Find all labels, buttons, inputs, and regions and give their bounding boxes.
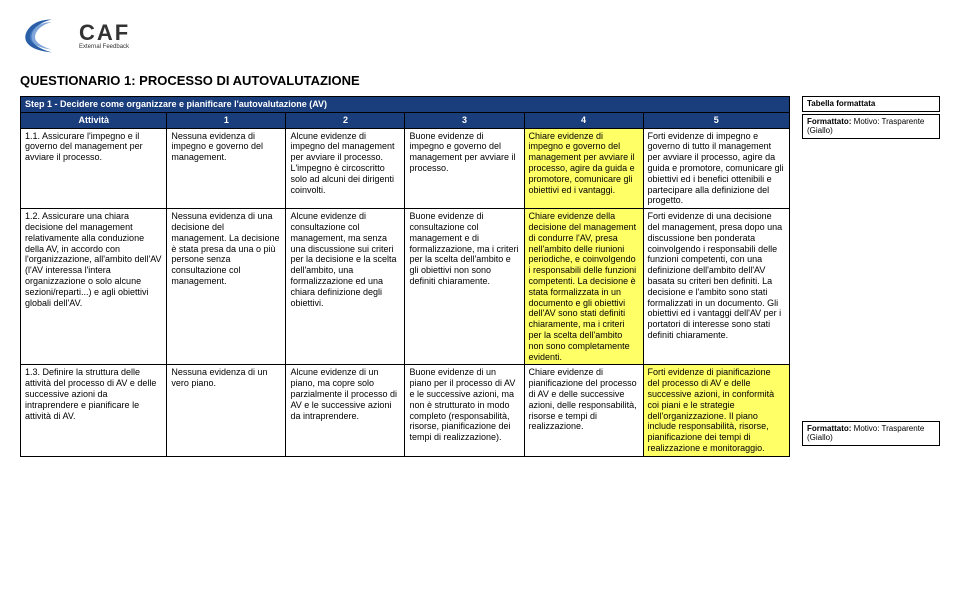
rating-cell: Forti evidenze di impegno e governo di t…	[643, 128, 789, 209]
table-row: 1.1. Assicurare l'impegno e il governo d…	[21, 128, 790, 209]
logo: CAF External Feedback	[20, 15, 940, 55]
caf-swoosh-icon	[20, 15, 75, 55]
rating-cell: Forti evidenze di una decisione del mana…	[643, 209, 789, 365]
logo-subtext: External Feedback	[79, 44, 130, 50]
sidebar: Tabella formattata Formattato: Motivo: T…	[802, 96, 940, 448]
rating-cell: Alcune evidenze di impegno del managemen…	[286, 128, 405, 209]
activity-cell: 1.2. Assicurare una chiara decisione del…	[21, 209, 167, 365]
rating-cell: Nessuna evidenza di una decisione del ma…	[167, 209, 286, 365]
col-header-2: 2	[286, 112, 405, 128]
rating-cell-highlighted: Chiare evidenze della decisione del mana…	[524, 209, 643, 365]
rating-cell: Buone evidenze di un piano per il proces…	[405, 365, 524, 456]
table-row: 1.3. Definire la struttura delle attivit…	[21, 365, 790, 456]
logo-text: CAF	[79, 20, 130, 46]
activity-cell: 1.3. Definire la struttura delle attivit…	[21, 365, 167, 456]
assessment-table: Step 1 - Decidere come organizzare e pia…	[20, 96, 790, 457]
rating-cell: Alcune evidenze di un piano, ma copre so…	[286, 365, 405, 456]
side-box-label: Formattato:	[807, 424, 851, 433]
rating-cell-highlighted: Forti evidenze di pianificazione del pro…	[643, 365, 789, 456]
col-header-1: 1	[167, 112, 286, 128]
page-title: QUESTIONARIO 1: PROCESSO DI AUTOVALUTAZI…	[20, 73, 940, 88]
rating-cell: Chiare evidenze di pianificazione del pr…	[524, 365, 643, 456]
side-box-label: Formattato:	[807, 117, 851, 126]
side-box-format-2: Formattato: Motivo: Trasparente (Giallo)	[802, 421, 940, 446]
side-box-title: Tabella formattata	[807, 99, 875, 108]
col-header-4: 4	[524, 112, 643, 128]
rating-cell: Buone evidenze di impegno e governo del …	[405, 128, 524, 209]
rating-cell: Buone evidenze di consultazione col mana…	[405, 209, 524, 365]
rating-cell: Nessuna evidenza di un vero piano.	[167, 365, 286, 456]
rating-cell: Alcune evidenze di consultazione col man…	[286, 209, 405, 365]
col-header-3: 3	[405, 112, 524, 128]
side-box-format-1: Formattato: Motivo: Trasparente (Giallo)	[802, 114, 940, 139]
step-header: Step 1 - Decidere come organizzare e pia…	[21, 97, 790, 113]
side-box-table-format: Tabella formattata	[802, 96, 940, 112]
rating-cell-highlighted: Chiare evidenze di impegno e governo del…	[524, 128, 643, 209]
activity-cell: 1.1. Assicurare l'impegno e il governo d…	[21, 128, 167, 209]
table-row: 1.2. Assicurare una chiara decisione del…	[21, 209, 790, 365]
col-header-5: 5	[643, 112, 789, 128]
rating-cell: Nessuna evidenza di impegno e governo de…	[167, 128, 286, 209]
col-header-activity: Attività	[21, 112, 167, 128]
